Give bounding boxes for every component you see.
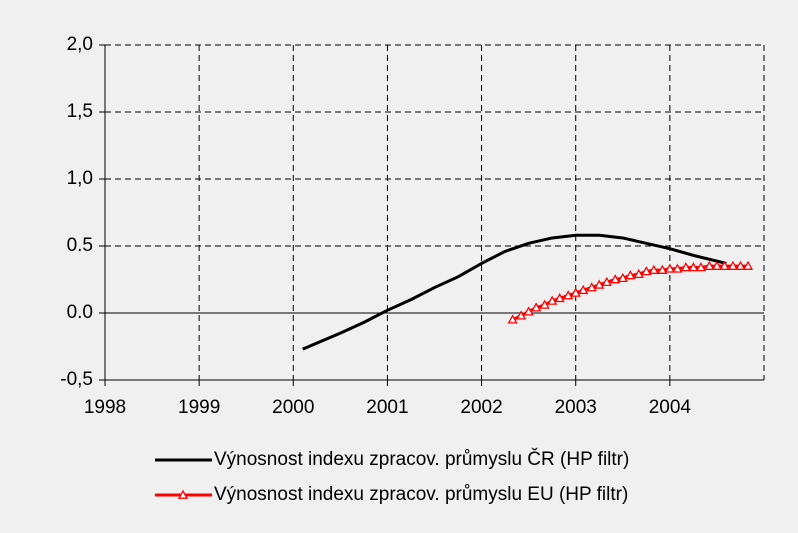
x-tick-label: 2004 <box>649 397 692 418</box>
legend: Výnosnost indexu zpracov. průmyslu ČR (H… <box>155 448 629 505</box>
point-marker <box>594 279 605 289</box>
point-marker <box>664 263 675 273</box>
y-tick-label: 2,0 <box>67 34 93 55</box>
point-marker <box>539 299 550 309</box>
point-marker <box>704 260 715 270</box>
point-marker <box>633 268 644 278</box>
point-marker <box>688 262 699 272</box>
point-marker <box>648 264 659 274</box>
point-marker <box>641 266 652 276</box>
point-marker <box>554 292 565 303</box>
y-tick-label: -0,5 <box>60 369 93 390</box>
x-tick-label: 2003 <box>555 397 597 418</box>
x-tick-label: 2001 <box>366 397 408 418</box>
y-tick-label: 1,5 <box>67 101 93 122</box>
point-marker <box>672 263 683 273</box>
x-tick-label: 1999 <box>178 397 220 418</box>
point-marker <box>586 282 597 292</box>
y-tick-label: 0.0 <box>67 302 93 323</box>
point-marker <box>711 260 723 270</box>
point-marker <box>570 287 581 297</box>
x-tick-label: 2002 <box>460 397 502 418</box>
point-marker <box>578 284 589 295</box>
point-marker <box>680 262 691 272</box>
legend-label: Výnosnost indexu zpracov. průmyslu EU (H… <box>214 484 628 505</box>
point-marker <box>695 262 707 272</box>
point-marker <box>547 295 558 305</box>
point-marker <box>719 260 730 270</box>
y-tick-label: 1,0 <box>67 168 93 189</box>
point-marker <box>531 302 542 312</box>
legend-label: Výnosnost indexu zpracov. průmyslu ČR (H… <box>214 448 629 470</box>
point-marker <box>601 276 612 287</box>
point-marker <box>657 264 668 274</box>
y-tick-label: 0.5 <box>67 235 93 256</box>
point-marker <box>625 270 636 280</box>
point-marker <box>742 260 754 270</box>
point-marker <box>727 260 739 270</box>
point-marker <box>735 260 746 270</box>
point-marker <box>610 274 621 284</box>
point-marker <box>507 314 518 324</box>
point-marker <box>516 310 527 320</box>
x-tick-label: 1998 <box>84 397 126 418</box>
point-marker <box>617 272 628 283</box>
legend-marker <box>177 489 189 499</box>
point-marker <box>563 290 574 300</box>
series-line <box>302 233 727 351</box>
x-tick-label: 2000 <box>272 397 314 418</box>
point-marker <box>523 306 534 316</box>
